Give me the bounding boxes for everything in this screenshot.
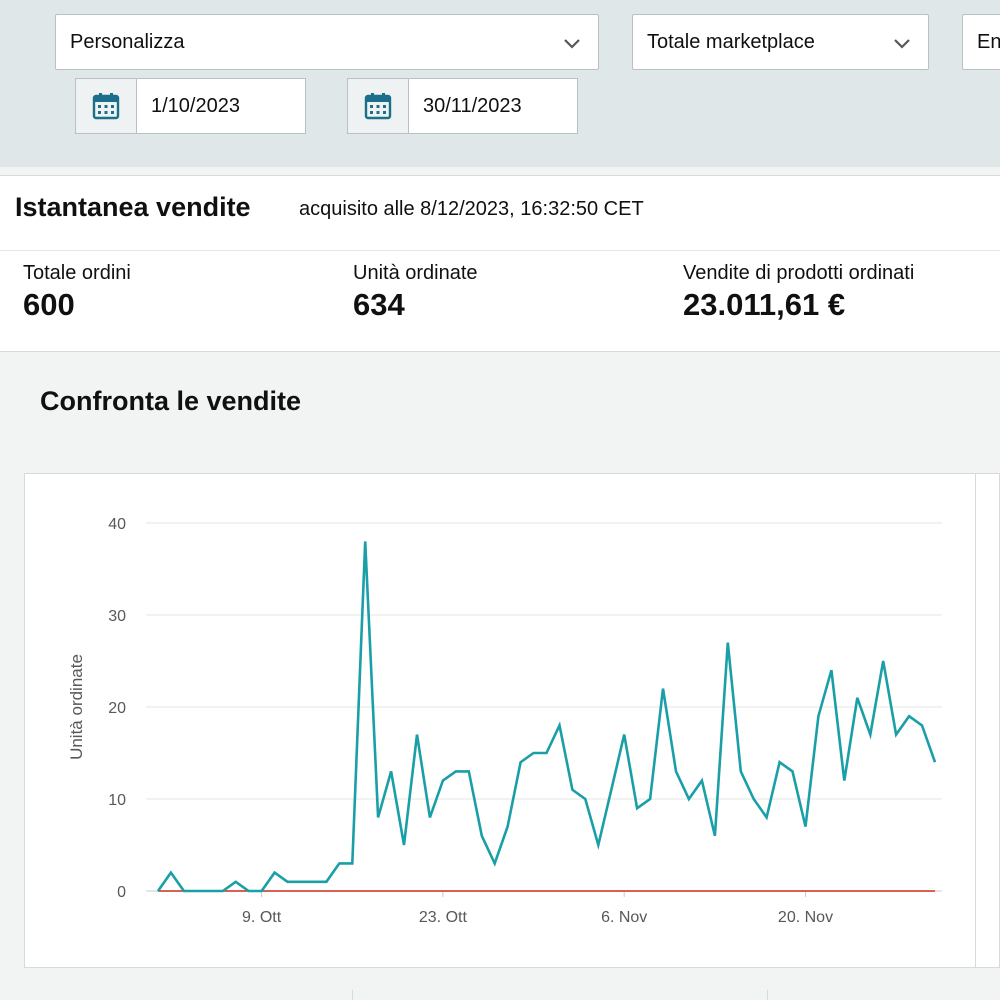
period-select-value: Personalizza: [70, 30, 185, 53]
third-select-value: En: [977, 30, 1000, 53]
x-tick-label: 20. Nov: [778, 909, 833, 926]
snapshot-timestamp: acquisito alle 8/12/2023, 16:32:50 CET: [299, 198, 644, 220]
calendar-icon: [364, 93, 392, 120]
calendar-icon: [92, 93, 120, 120]
metric-label: Unità ordinate: [353, 262, 478, 284]
y-tick-label: 20: [108, 700, 126, 717]
end-date-input[interactable]: 30/11/2023: [409, 78, 578, 134]
metric-value: 634: [353, 287, 405, 322]
x-tick-label: 23. Ott: [419, 909, 468, 926]
x-tick-label: 9. Ott: [242, 909, 282, 926]
snapshot-header: Istantanea vendite acquisito alle 8/12/2…: [0, 176, 1000, 251]
y-tick-label: 40: [108, 516, 126, 533]
sales-snapshot-panel: Istantanea vendite acquisito alle 8/12/2…: [0, 175, 1000, 352]
filter-bar: Personalizza Totale marketplace En 1/10/…: [0, 0, 1000, 167]
tab-divider: [352, 990, 353, 1000]
snapshot-title: Istantanea vendite: [15, 192, 251, 222]
metric-ordered-product-sales: Vendite di prodotti ordinati 23.011,61 €: [683, 262, 914, 323]
end-date-picker[interactable]: 30/11/2023: [347, 78, 578, 134]
metric-label: Totale ordini: [23, 262, 131, 284]
metric-value: 600: [23, 287, 75, 322]
chart-panel-divider: [975, 473, 976, 968]
x-tick-label: 6. Nov: [601, 909, 647, 926]
marketplace-select[interactable]: Totale marketplace: [632, 14, 929, 70]
series-line-current: [156, 541, 937, 893]
chevron-down-icon: [564, 39, 580, 49]
start-date-input[interactable]: 1/10/2023: [137, 78, 306, 134]
compare-sales-title: Confronta le vendite: [40, 386, 302, 416]
metric-units-ordered: Unità ordinate 634: [353, 262, 478, 323]
y-tick-label: 0: [117, 884, 126, 901]
bottom-tabs-edge: [0, 990, 1000, 1000]
metric-total-orders: Totale ordini 600: [23, 262, 131, 323]
y-axis-label: Unità ordinate: [67, 654, 86, 760]
y-tick-label: 30: [108, 608, 126, 625]
metric-value: 23.011,61 €: [683, 287, 846, 322]
start-date-picker[interactable]: 1/10/2023: [75, 78, 306, 134]
period-select[interactable]: Personalizza: [55, 14, 599, 70]
marketplace-select-value: Totale marketplace: [647, 30, 815, 53]
y-tick-label: 10: [108, 792, 126, 809]
third-select[interactable]: En: [962, 14, 1000, 70]
metric-label: Vendite di prodotti ordinati: [683, 262, 915, 284]
tab-divider: [767, 990, 768, 1000]
start-date-calendar-button[interactable]: [75, 78, 137, 134]
chevron-down-icon: [894, 39, 910, 49]
end-date-calendar-button[interactable]: [347, 78, 409, 134]
